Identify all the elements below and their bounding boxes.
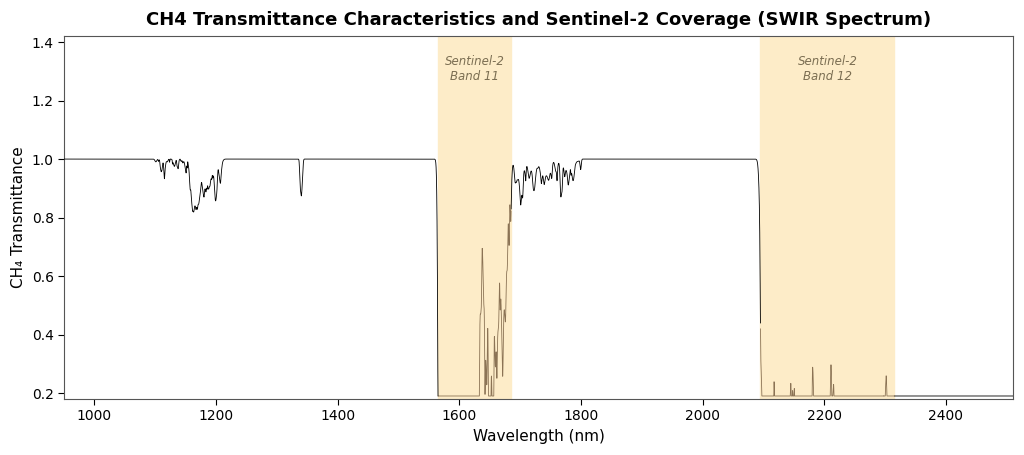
Y-axis label: CH₄ Transmittance: CH₄ Transmittance bbox=[11, 147, 26, 288]
Text: Sentinel-2
Band 12: Sentinel-2 Band 12 bbox=[798, 55, 857, 83]
Bar bbox=[761, 36, 894, 399]
Title: CH4 Transmittance Characteristics and Sentinel-2 Coverage (SWIR Spectrum): CH4 Transmittance Characteristics and Se… bbox=[146, 11, 931, 29]
Bar bbox=[438, 36, 511, 399]
X-axis label: Wavelength (nm): Wavelength (nm) bbox=[472, 429, 604, 444]
Text: Sentinel-2
Band 11: Sentinel-2 Band 11 bbox=[444, 55, 505, 83]
